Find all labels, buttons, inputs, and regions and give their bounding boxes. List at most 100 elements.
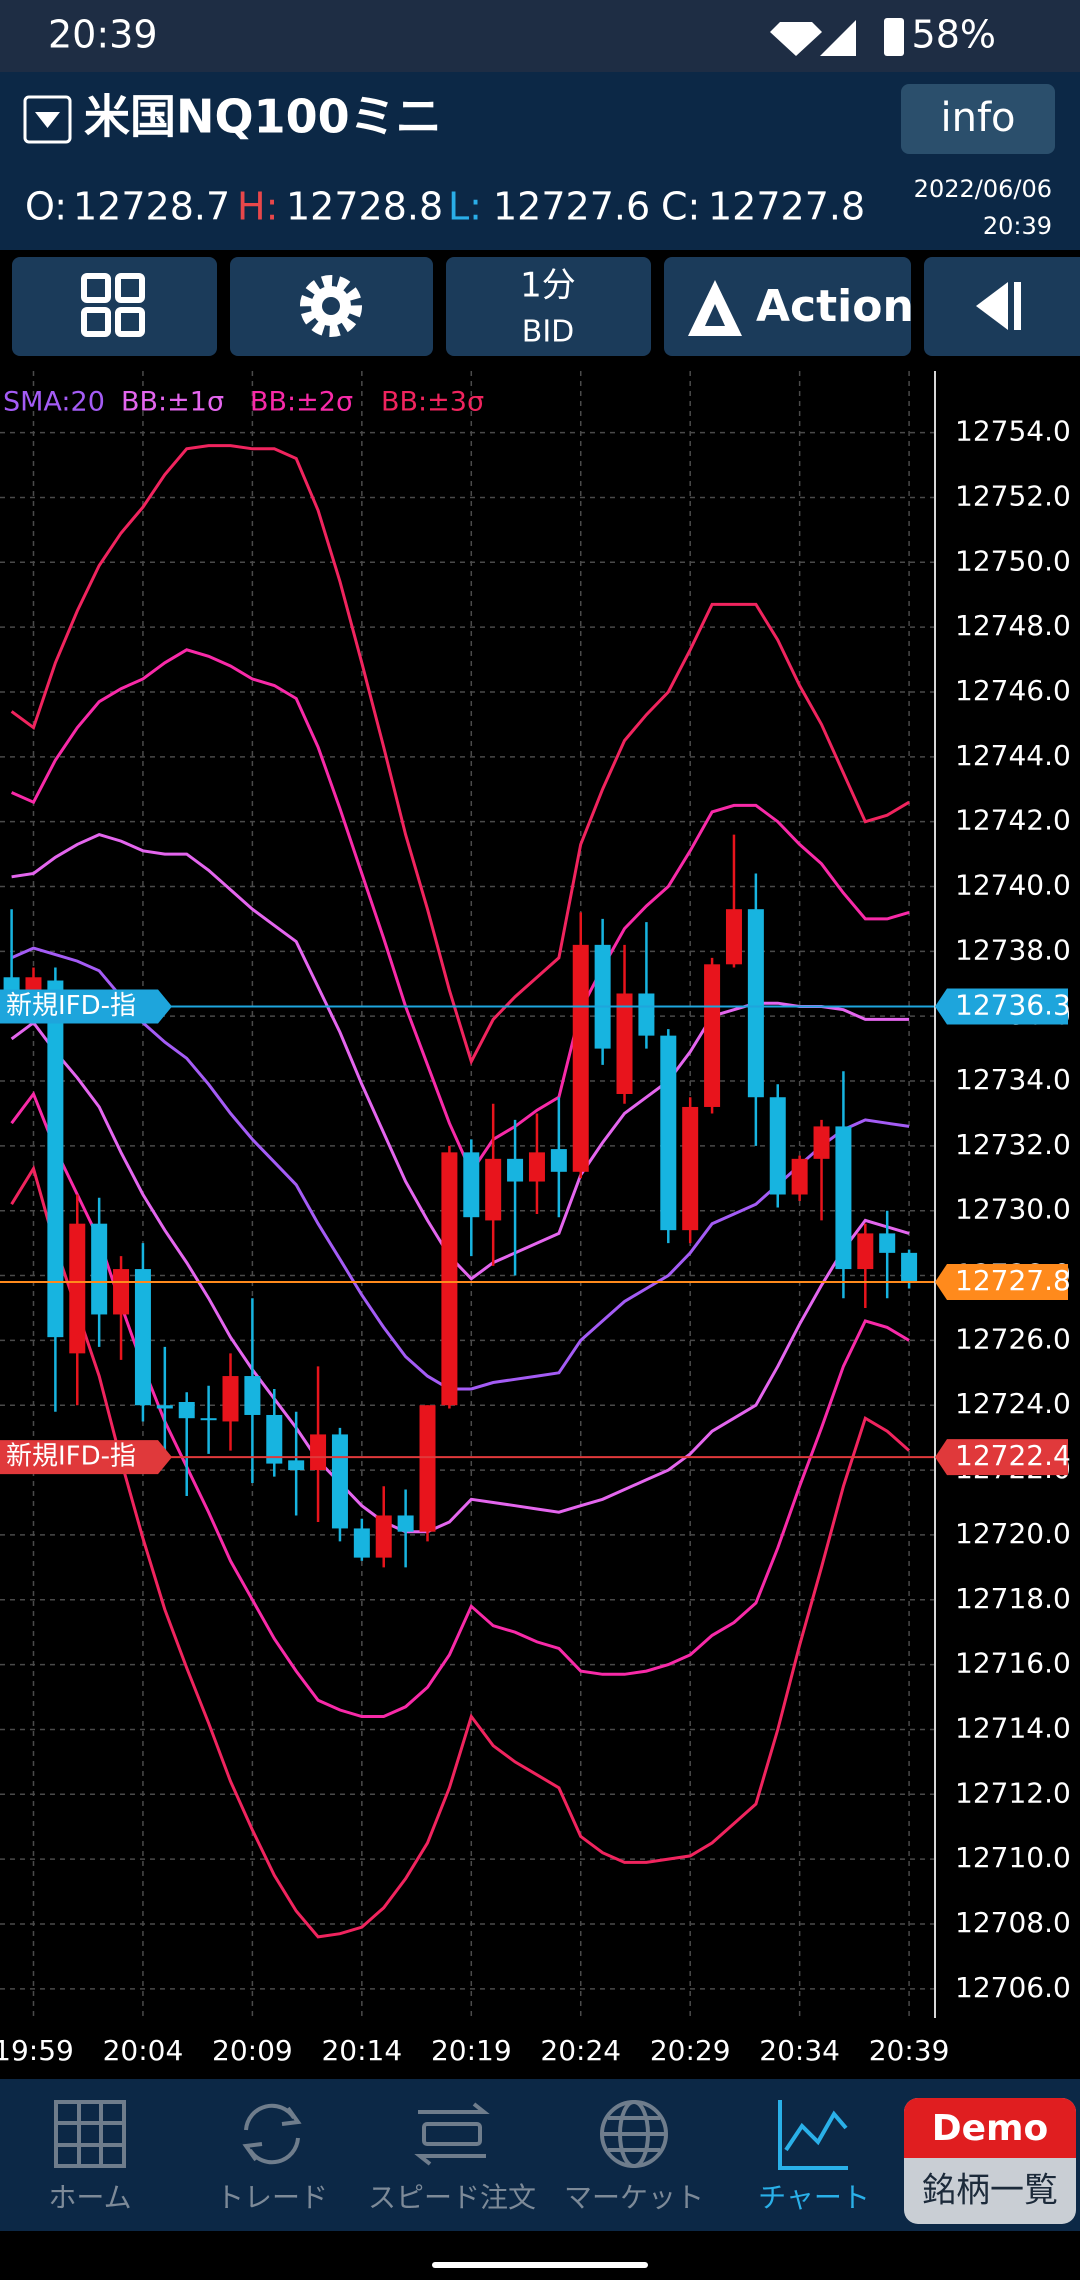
order-tag [935,1439,1068,1476]
order-label: 新規IFD-指 [6,991,136,1021]
candle-body [3,977,20,991]
speed-icon [414,2102,490,2166]
x-tick-label: 19:59 [0,2034,74,2067]
nav-label: トレード [216,2181,328,2214]
candle-body [791,1158,808,1195]
y-tick-label: 12716.0 [955,1647,1071,1680]
candle-body [178,1401,195,1419]
candle-body [572,944,589,1172]
settings-icon [300,275,362,337]
home-icon [54,2100,126,2168]
candle-body [747,909,764,1098]
candle-body [441,1152,458,1406]
symbol-title: 米国NQ100ミニ [84,90,442,144]
y-tick-label: 12726.0 [955,1322,1071,1355]
collapse-icon-bar [1014,282,1021,330]
order-label-box [0,989,172,1024]
candle-body [200,1418,217,1421]
nav-label: スピード注文 [368,2181,536,2214]
candle-body [682,1106,699,1231]
trade-icon [242,2103,302,2165]
indicator-line [10,1164,911,1939]
candle-body [813,1126,830,1159]
y-tick-label: 12706.0 [955,1971,1071,2004]
nav-label: マーケット [564,2181,704,2214]
timeframe-button[interactable] [446,257,651,356]
candle-body [879,1233,896,1253]
wifi-icon [770,22,822,56]
time: 20:39 [983,212,1052,240]
candle-body [288,1460,305,1471]
candle-body [463,1152,480,1218]
candle-body [638,993,655,1036]
collapse-icon [976,282,1008,330]
candle-body [134,1269,151,1406]
header [0,72,1080,250]
x-tick-label: 20:29 [650,2034,731,2067]
indicator-line [10,946,910,1391]
demo-label: Demo [932,2108,1049,2149]
y-tick-label: 12708.0 [955,1906,1071,1939]
x-tick-label: 20:04 [103,2034,184,2067]
candle-body [835,1126,852,1270]
y-tick-label: 12748.0 [955,609,1071,642]
y-tick-label: 12714.0 [955,1711,1071,1744]
timeframe-label: 1分 [520,266,576,306]
nav-labels: ホーム トレード スピード注文 マーケット チャート [48,2181,869,2214]
x-tick-label: 20:39 [869,2034,950,2067]
nav-label: チャート [758,2181,870,2214]
ohlc-value: 12728.7 [73,185,230,229]
y-tick-label: 12724.0 [955,1387,1071,1420]
last-price-tag-label: 12727.8 [955,1264,1071,1297]
demo-badge [904,2098,1076,2158]
ohlc-value: 12727.6 [493,185,650,229]
indicator-line [10,444,910,1066]
last-price-tag [935,1264,1068,1301]
status-time: 20:39 [48,13,158,57]
candle-body [769,1097,786,1195]
candle-body [266,1414,283,1464]
candle-body [69,1223,86,1354]
nav-label: ホーム [48,2181,131,2214]
order-tag [935,988,1068,1025]
candle-body [901,1252,918,1283]
ohlc-value: 12727.8 [708,185,865,229]
ohlc-label: C: [661,185,700,229]
candle-body [331,1434,348,1529]
info-label: info [940,95,1015,141]
y-tick-label: 12720.0 [955,1517,1071,1550]
action-label: Action [756,281,914,332]
symbol-list-label: 銘柄一覧 [922,2171,1058,2211]
order-tag-label: 12722.4 [955,1439,1071,1472]
indicator-line [10,648,910,1175]
ohlc-label: H: [237,185,278,229]
y-tick-label: 12742.0 [955,804,1071,837]
legend-entry: BB:±2σ [250,387,353,418]
y-tick-label: 12750.0 [955,544,1071,577]
candle-body [660,1035,677,1231]
candle-body [857,1233,874,1270]
home-indicator [432,2262,648,2268]
candle-body [594,944,611,1049]
indicator-line [11,833,910,1281]
battery-level: 58% [912,13,996,57]
candle-body [704,964,721,1107]
plot-area [0,444,935,1939]
y-tick-label: 12754.0 [955,415,1071,448]
y-tick-label: 12752.0 [955,479,1071,512]
candle-body [397,1515,414,1532]
battery-icon [884,18,904,56]
info-button[interactable] [901,84,1055,154]
market-icon [600,2100,668,2168]
x-tick-label: 20:34 [759,2034,840,2067]
candle-body [310,1434,327,1471]
ohlc-label: L: [448,185,482,229]
candle-body [113,1269,130,1315]
candle-body [25,977,42,991]
candle-body [550,1149,567,1172]
dropdown-button[interactable] [23,95,72,144]
layout-button[interactable] [12,257,217,356]
y-tick-label: 12712.0 [955,1776,1071,1809]
candle-body [528,1152,545,1182]
